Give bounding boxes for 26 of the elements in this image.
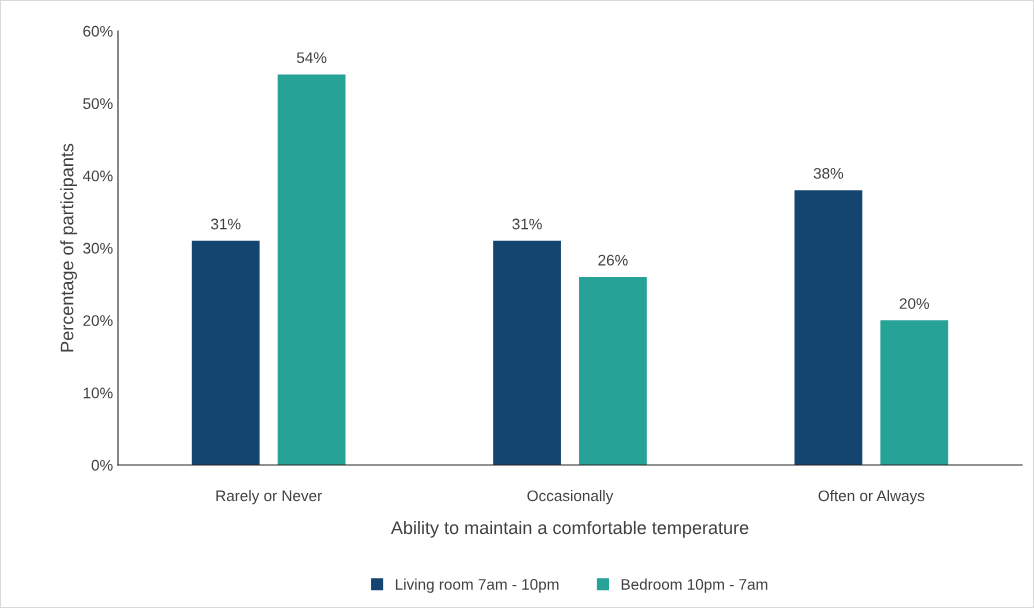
y-tick-label: 60% [83,25,113,37]
data-label: 54% [296,52,327,64]
bar [579,276,647,465]
data-label: 38% [813,167,844,179]
data-label: 31% [512,218,542,230]
bar [277,74,346,465]
bar [794,190,863,465]
y-tick-label: 50% [83,98,113,110]
bar [493,240,561,465]
data-label: 20% [899,298,930,309]
x-tick-label: Rarely or Never [216,490,322,505]
y-axis-title: Percentage of participants [60,143,78,352]
data-label: 31% [211,218,241,230]
y-tick-label: 20% [83,315,113,327]
bar [191,240,260,465]
data-label: 26% [598,254,628,266]
y-tick-label: 30% [83,242,113,254]
x-tick-label: Often or Always [818,490,925,505]
y-tick-label: 0% [91,459,113,471]
y-tick-label: 40% [82,170,113,182]
x-tick-label: Occasionally [527,490,614,505]
bar [880,320,949,465]
legend-label: Bedroom 10pm - 7am [621,578,768,593]
legend-label: Living room 7am - 10pm [395,578,559,593]
y-tick-label: 10% [83,387,113,399]
x-axis-title: Ability to maintain a comfortable temperature [390,520,749,538]
